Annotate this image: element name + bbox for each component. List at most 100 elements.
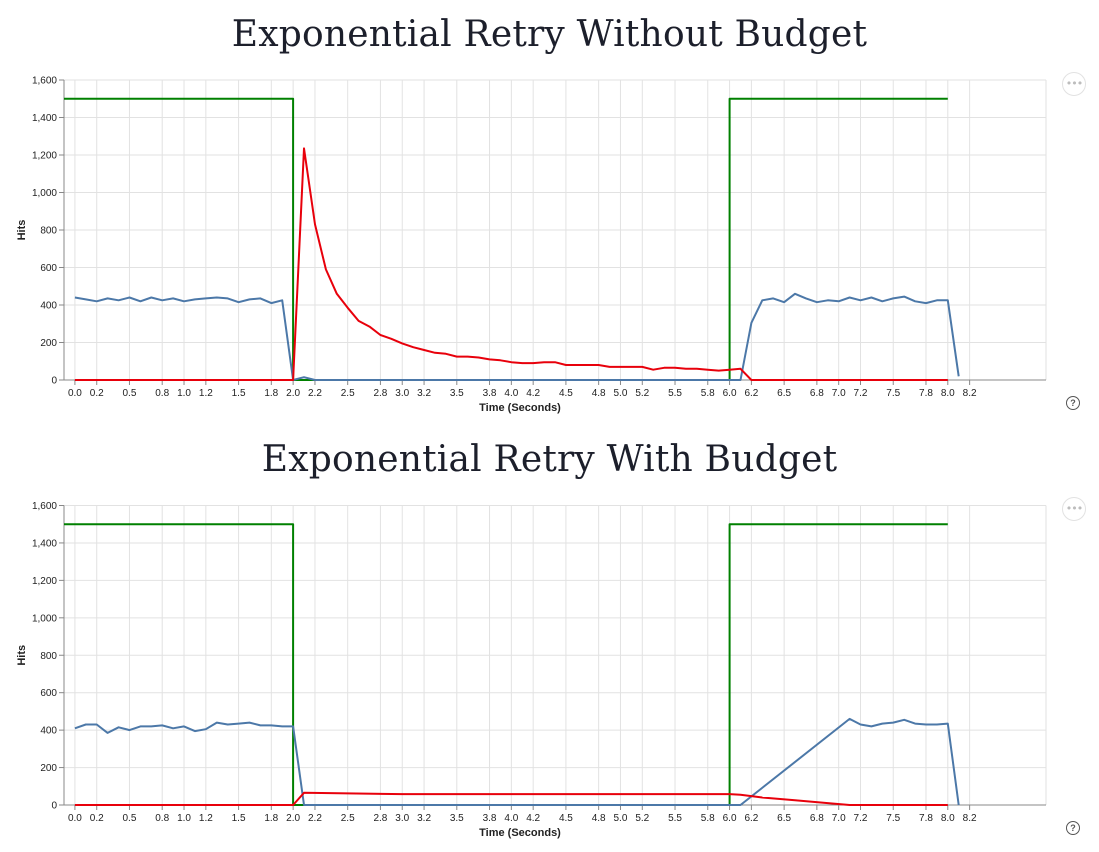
x-tick-label: 8.2	[963, 813, 977, 824]
x-tick-label: 4.2	[526, 813, 540, 824]
y-tick-label: 400	[40, 726, 57, 737]
y-tick-label: 1,000	[32, 188, 57, 199]
x-tick-label: 7.8	[919, 388, 933, 399]
y-tick-label: 1,600	[32, 76, 57, 87]
x-tick-label: 3.8	[483, 388, 497, 399]
x-tick-label: 2.5	[341, 388, 355, 399]
x-tick-label: 6.2	[744, 388, 758, 399]
y-tick-label: 600	[40, 263, 57, 274]
x-tick-label: 3.8	[483, 813, 497, 824]
x-tick-label: 6.0	[723, 388, 737, 399]
x-tick-label: 0.8	[155, 813, 169, 824]
x-tick-label: 1.5	[232, 388, 246, 399]
x-tick-label: 0.5	[123, 813, 137, 824]
series-group	[64, 523, 960, 806]
x-tick-label: 7.2	[854, 388, 868, 399]
axes: 0 200 400 600 800 1,000 1,200 1,400 1,600 0.0 0.2 0…	[16, 501, 1046, 839]
x-tick-label: 1.2	[199, 813, 213, 824]
grid	[64, 505, 1047, 806]
chart-title: Exponential Retry Without Budget	[231, 14, 868, 55]
red-series-line	[74, 791, 948, 806]
x-tick-label: 2.2	[308, 813, 322, 824]
chart-plot-without-budget: 0 200 400 600 800 1,000 1,200 1,400 1,600 0.0 0.2 0…	[16, 76, 1047, 414]
x-tick-label: 7.5	[886, 813, 900, 824]
y-tick-label: 1,600	[32, 501, 57, 512]
x-tick-label: 5.8	[701, 388, 715, 399]
x-tick-label: 0.0	[68, 813, 82, 824]
y-tick-label: 800	[40, 651, 57, 662]
chart-title: Exponential Retry With Budget	[261, 439, 838, 480]
y-tick-label: 600	[40, 688, 57, 699]
chart-actions-menu-button[interactable]: •••	[1062, 497, 1086, 521]
x-tick-label: 5.0	[614, 813, 628, 824]
x-tick-label: 3.0	[395, 388, 409, 399]
x-tick-label: 2.2	[308, 388, 322, 399]
blue-series-line	[74, 717, 960, 806]
y-tick-label: 800	[40, 226, 57, 237]
y-tick-label: 400	[40, 301, 57, 312]
x-tick-label: 2.5	[341, 813, 355, 824]
grid	[64, 79, 1047, 381]
chart-panel-without-budget: Exponential Retry Without Budget 0 200 400…	[16, 14, 1086, 414]
axes: 0 200 400 600 800 1,000 1,200 1,400 1,600 0.0 0.2 0…	[16, 76, 1046, 414]
x-tick-label: 6.0	[723, 813, 737, 824]
x-tick-label: 4.8	[592, 813, 606, 824]
green-series-line	[64, 523, 948, 806]
x-tick-label: 5.2	[635, 388, 649, 399]
x-tick-label: 2.0	[286, 388, 300, 399]
x-tick-label: 0.5	[123, 388, 137, 399]
x-tick-label: 4.5	[559, 813, 573, 824]
y-axis-title: Hits	[16, 645, 28, 666]
x-tick-label: 0.2	[90, 813, 104, 824]
help-icon[interactable]: ?	[1066, 396, 1080, 410]
x-tick-label: 1.8	[264, 388, 278, 399]
x-tick-label: 6.5	[777, 388, 791, 399]
x-tick-label: 7.5	[886, 388, 900, 399]
x-tick-label: 5.2	[635, 813, 649, 824]
x-tick-label: 3.5	[450, 388, 464, 399]
chart-actions-menu-button[interactable]: •••	[1062, 72, 1086, 96]
series-group	[64, 97, 960, 381]
y-tick-label: 200	[40, 338, 57, 349]
x-tick-label: 3.5	[450, 813, 464, 824]
x-tick-label: 5.0	[614, 388, 628, 399]
y-tick-label: 1,200	[32, 151, 57, 162]
x-tick-label: 4.8	[592, 388, 606, 399]
x-tick-label: 7.0	[832, 813, 846, 824]
x-tick-label: 1.0	[177, 813, 191, 824]
x-tick-label: 6.8	[810, 388, 824, 399]
x-tick-label: 4.5	[559, 388, 573, 399]
chart-panel-with-budget: Exponential Retry With Budget 0 200 400 600…	[0, 426, 1099, 852]
x-tick-label: 2.8	[373, 388, 387, 399]
x-tick-label: 8.2	[963, 388, 977, 399]
y-tick-label: 1,400	[32, 113, 57, 124]
x-tick-label: 7.8	[919, 813, 933, 824]
x-tick-label: 7.0	[832, 388, 846, 399]
red-series-line	[74, 147, 948, 381]
x-tick-label: 0.8	[155, 388, 169, 399]
x-tick-label: 7.2	[854, 813, 868, 824]
y-tick-label: 1,000	[32, 613, 57, 624]
x-tick-label: 5.8	[701, 813, 715, 824]
x-tick-label: 6.2	[744, 813, 758, 824]
y-tick-label: 200	[40, 763, 57, 774]
y-tick-label: 1,400	[32, 538, 57, 549]
x-tick-label: 8.0	[941, 388, 955, 399]
green-series-line	[64, 97, 948, 381]
x-tick-label: 5.5	[668, 813, 682, 824]
x-tick-label: 6.5	[777, 813, 791, 824]
x-tick-label: 4.0	[504, 388, 518, 399]
x-axis-title: Time (Seconds)	[479, 402, 561, 414]
x-tick-label: 3.2	[417, 388, 431, 399]
y-tick-label: 0	[51, 801, 57, 812]
y-axis-title: Hits	[16, 220, 28, 241]
x-tick-label: 3.2	[417, 813, 431, 824]
x-tick-label: 1.8	[264, 813, 278, 824]
help-icon[interactable]: ?	[1066, 821, 1080, 835]
y-tick-label: 0	[51, 376, 57, 387]
x-tick-label: 1.0	[177, 388, 191, 399]
x-tick-label: 8.0	[941, 813, 955, 824]
chart-plot-with-budget: 0 200 400 600 800 1,000 1,200 1,400 1,600 0.0 0.2 0…	[16, 501, 1047, 839]
x-tick-label: 1.2	[199, 388, 213, 399]
x-tick-label: 4.2	[526, 388, 540, 399]
